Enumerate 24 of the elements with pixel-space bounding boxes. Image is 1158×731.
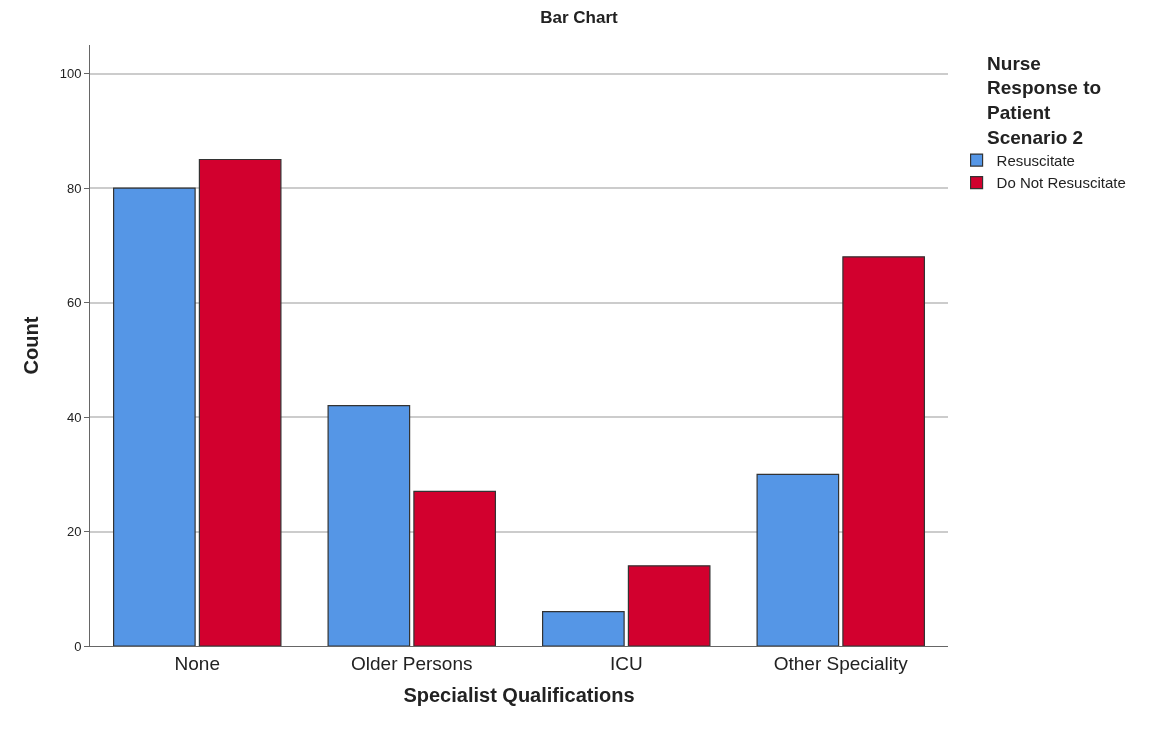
- legend-label: Resuscitate: [996, 151, 1075, 169]
- x-tick-label: Older Persons: [351, 652, 473, 674]
- y-tick-label: 40: [66, 409, 82, 425]
- y-tick-label: 80: [66, 180, 82, 196]
- bar: [542, 611, 625, 646]
- bar: [756, 473, 840, 646]
- x-tick-label: None: [174, 652, 220, 674]
- bar: [327, 405, 411, 646]
- y-tick-label: 100: [59, 66, 82, 82]
- x-tick-label: Other Speciality: [773, 652, 909, 674]
- y-tick-label: 0: [74, 638, 82, 654]
- bar: [842, 256, 926, 646]
- legend-label: Do Not Resuscitate: [996, 174, 1126, 192]
- bar: [198, 158, 282, 646]
- bar: [627, 565, 711, 646]
- y-tick-label: 60: [66, 295, 82, 311]
- legend-title: Nurse Response to Patient Scenario 2: [987, 52, 1102, 148]
- bar: [113, 187, 196, 646]
- y-tick-label: 20: [66, 524, 82, 540]
- chart-title: Bar Chart: [540, 7, 619, 27]
- x-axis-title: Specialist Qualifications: [403, 684, 635, 707]
- y-axis-title: Count: [20, 316, 43, 375]
- bar: [413, 490, 497, 646]
- x-tick-label: ICU: [609, 652, 643, 674]
